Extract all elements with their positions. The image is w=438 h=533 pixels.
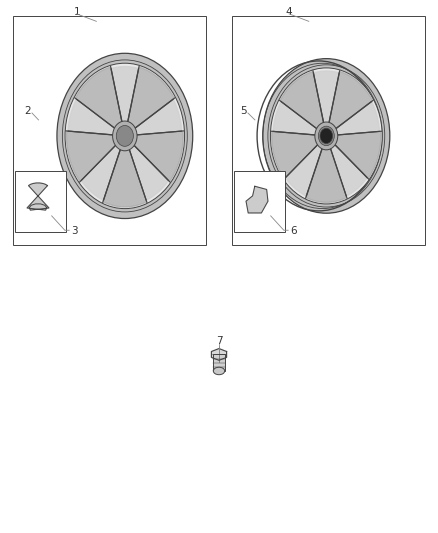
Polygon shape — [68, 99, 115, 135]
Bar — [232, 16, 425, 245]
Polygon shape — [335, 131, 381, 179]
Ellipse shape — [263, 59, 390, 213]
Polygon shape — [81, 145, 120, 200]
Polygon shape — [314, 71, 339, 123]
Polygon shape — [67, 131, 116, 182]
Ellipse shape — [213, 367, 225, 375]
Polygon shape — [129, 145, 169, 200]
Polygon shape — [111, 67, 138, 122]
Polygon shape — [273, 101, 317, 135]
Text: 5: 5 — [240, 106, 247, 116]
Polygon shape — [329, 71, 373, 128]
Polygon shape — [134, 99, 182, 135]
Text: 1: 1 — [25, 224, 30, 232]
Text: 3: 3 — [71, 226, 78, 236]
Ellipse shape — [57, 53, 193, 219]
Text: 7: 7 — [215, 336, 223, 346]
Ellipse shape — [116, 125, 134, 147]
Ellipse shape — [315, 122, 338, 150]
Polygon shape — [336, 101, 380, 135]
Polygon shape — [27, 183, 49, 210]
Text: 1: 1 — [73, 7, 80, 17]
Polygon shape — [128, 67, 174, 128]
Bar — [213, 354, 225, 371]
Polygon shape — [330, 144, 367, 196]
Polygon shape — [212, 349, 226, 360]
Polygon shape — [272, 131, 318, 179]
Polygon shape — [286, 144, 322, 196]
Polygon shape — [75, 67, 122, 128]
Ellipse shape — [270, 68, 382, 204]
Polygon shape — [103, 150, 147, 207]
Ellipse shape — [65, 63, 184, 208]
Bar — [13, 16, 206, 245]
Text: 1: 1 — [242, 224, 247, 232]
Bar — [234, 171, 285, 232]
Ellipse shape — [113, 121, 137, 151]
Text: 2: 2 — [24, 106, 31, 116]
Text: 4: 4 — [286, 7, 293, 17]
Polygon shape — [134, 131, 183, 182]
Polygon shape — [246, 187, 268, 213]
Ellipse shape — [318, 126, 334, 146]
Text: 6: 6 — [290, 226, 297, 236]
Polygon shape — [306, 149, 347, 203]
Bar — [15, 171, 66, 232]
Polygon shape — [280, 71, 324, 128]
Ellipse shape — [320, 128, 332, 143]
